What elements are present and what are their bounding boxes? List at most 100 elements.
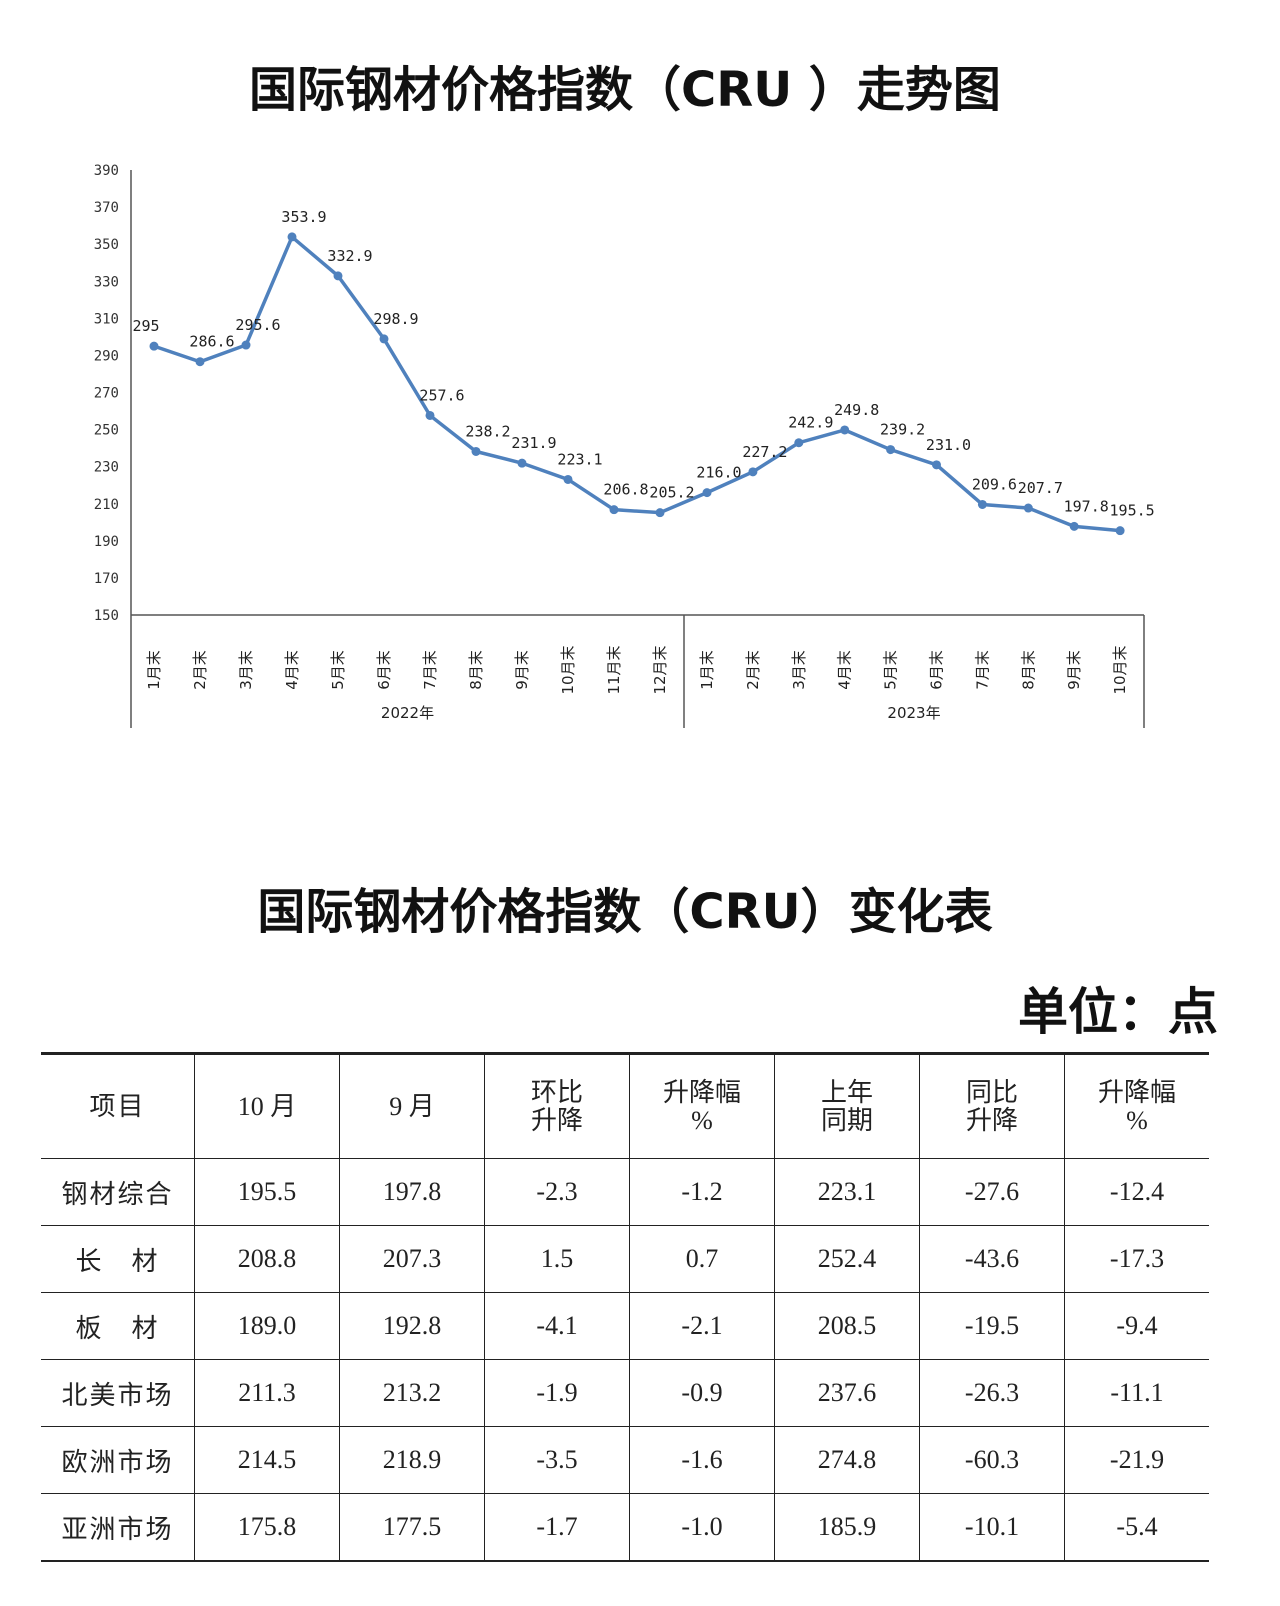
table-cell: 185.9 — [774, 1493, 920, 1562]
data-label: 209.6 — [972, 475, 1017, 493]
table-cell: -0.9 — [629, 1359, 775, 1427]
table-cell: 211.3 — [194, 1359, 340, 1427]
table-cell: -26.3 — [919, 1359, 1065, 1427]
data-label: 207.7 — [1018, 479, 1063, 497]
header-text: % — [1126, 1105, 1148, 1135]
data-point — [609, 505, 619, 515]
x-tick-label: 9月末 — [513, 650, 531, 690]
y-tick-label: 370 — [94, 200, 119, 216]
x-tick-label: 5月末 — [882, 650, 900, 690]
table-cell: -1.0 — [629, 1493, 775, 1562]
data-label: 242.9 — [788, 414, 833, 432]
data-label: 249.8 — [834, 401, 879, 419]
data-point — [149, 341, 159, 351]
data-label: 239.2 — [880, 421, 925, 439]
table-cell: 175.8 — [194, 1493, 340, 1562]
data-point — [655, 508, 665, 518]
data-label: 353.9 — [281, 208, 326, 226]
x-tick-label: 4月末 — [836, 650, 854, 690]
table-row: 北美市场 211.3 213.2 -1.9 -0.9 237.6 -26.3 -11.1 — [41, 1359, 1209, 1427]
table-cell: 208.8 — [194, 1225, 340, 1293]
y-tick-label: 150 — [94, 608, 119, 624]
data-point — [333, 271, 343, 281]
x-tick-label: 2月末 — [744, 650, 762, 690]
x-tick-label: 3月末 — [790, 650, 808, 690]
table-cell: 北美市场 — [41, 1359, 195, 1427]
header-text: 10 月 — [237, 1091, 297, 1121]
data-point — [517, 458, 527, 468]
x-tick-label: 12月末 — [651, 645, 669, 694]
y-tick-label: 170 — [94, 571, 119, 587]
data-label: 227.2 — [742, 443, 787, 461]
data-label: 238.2 — [465, 422, 510, 440]
column-header: 同比 升降 — [919, 1053, 1065, 1159]
x-tick-label: 2月末 — [191, 650, 209, 690]
data-point — [1069, 521, 1079, 531]
table-cell: 钢材综合 — [41, 1158, 195, 1226]
table-cell: 223.1 — [774, 1158, 920, 1226]
x-tick-label: 1月末 — [145, 650, 163, 690]
table-row: 钢材综合 195.5 197.8 -2.3 -1.2 223.1 -27.6 -12.4 — [41, 1158, 1209, 1226]
data-point — [977, 499, 987, 509]
y-tick-label: 350 — [94, 237, 119, 253]
y-tick-label: 270 — [94, 386, 119, 402]
table-cell: -2.3 — [484, 1158, 630, 1226]
data-point — [932, 460, 941, 470]
column-header: 升降幅% — [629, 1053, 775, 1159]
data-point — [195, 357, 205, 367]
header-text: 升降 — [530, 1105, 583, 1135]
data-point — [425, 410, 435, 420]
unit-label: 单位：点 — [1018, 983, 1218, 1041]
table-cell: -1.2 — [629, 1158, 775, 1226]
data-label: 206.8 — [603, 481, 648, 499]
table-cell: 195.5 — [194, 1158, 340, 1226]
table-cell: -43.6 — [919, 1225, 1065, 1293]
x-tick-label: 6月末 — [375, 650, 393, 690]
data-point — [748, 467, 758, 477]
data-point — [241, 340, 251, 350]
data-label: 231.9 — [511, 434, 556, 452]
chart-title: 国际钢材价格指数（CRU ）走势图 — [249, 62, 1001, 118]
x-tick-label: 3月末 — [237, 650, 255, 690]
table-cell: 252.4 — [774, 1225, 920, 1293]
y-tick-label: 190 — [94, 534, 119, 550]
column-header: 10 月 — [194, 1053, 340, 1159]
header-text: 同比 — [965, 1077, 1018, 1107]
table-title: 国际钢材价格指数（CRU）变化表 — [257, 884, 993, 940]
x-tick-label: 7月末 — [421, 650, 439, 690]
table-cell: 长 材 — [41, 1225, 195, 1293]
table-cell: -4.1 — [484, 1292, 630, 1360]
table-cell: 197.8 — [339, 1158, 485, 1226]
header-text: 环比 — [530, 1077, 583, 1107]
table-cell: -1.6 — [629, 1426, 775, 1494]
table-cell: -17.3 — [1064, 1225, 1209, 1293]
data-label: 295.6 — [235, 316, 280, 334]
x-tick-label: 5月末 — [329, 650, 347, 690]
data-point — [563, 474, 573, 484]
header-text: 升降 — [965, 1105, 1018, 1135]
table-cell: -19.5 — [919, 1292, 1065, 1360]
data-label: 332.9 — [327, 247, 372, 265]
table-row: 板 材 189.0 192.8 -4.1 -2.1 208.5 -19.5 -9.4 — [41, 1292, 1209, 1360]
data-label: 257.6 — [419, 386, 464, 404]
table-cell: 207.3 — [339, 1225, 485, 1293]
x-tick-label: 1月末 — [698, 650, 716, 690]
column-header: 9 月 — [339, 1053, 485, 1159]
table-cell: 板 材 — [41, 1292, 195, 1360]
x-tick-label: 11月末 — [605, 645, 623, 694]
table-row: 长 材 208.8 207.3 1.5 0.7 252.4 -43.6 -17.3 — [41, 1225, 1209, 1293]
x-tick-label: 10月末 — [1111, 645, 1129, 694]
x-tick-label: 8月末 — [1019, 650, 1037, 690]
x-tick-label: 9月末 — [1065, 650, 1083, 690]
line-chart: 150 170 190 210 230 250 270 290 310 330 350 370 390 1… — [94, 163, 1155, 728]
table-cell: 218.9 — [339, 1426, 485, 1494]
table-row: 亚洲市场 175.8 177.5 -1.7 -1.0 185.9 -10.1 -5.4 — [41, 1493, 1209, 1562]
table-cell: -1.7 — [484, 1493, 630, 1562]
table-cell: 欧洲市场 — [41, 1426, 195, 1494]
data-point — [794, 438, 804, 448]
y-tick-label: 290 — [94, 348, 119, 364]
x-tick-label: 7月末 — [973, 650, 991, 690]
table-cell: 192.8 — [339, 1292, 485, 1360]
table-cell: 177.5 — [339, 1493, 485, 1562]
